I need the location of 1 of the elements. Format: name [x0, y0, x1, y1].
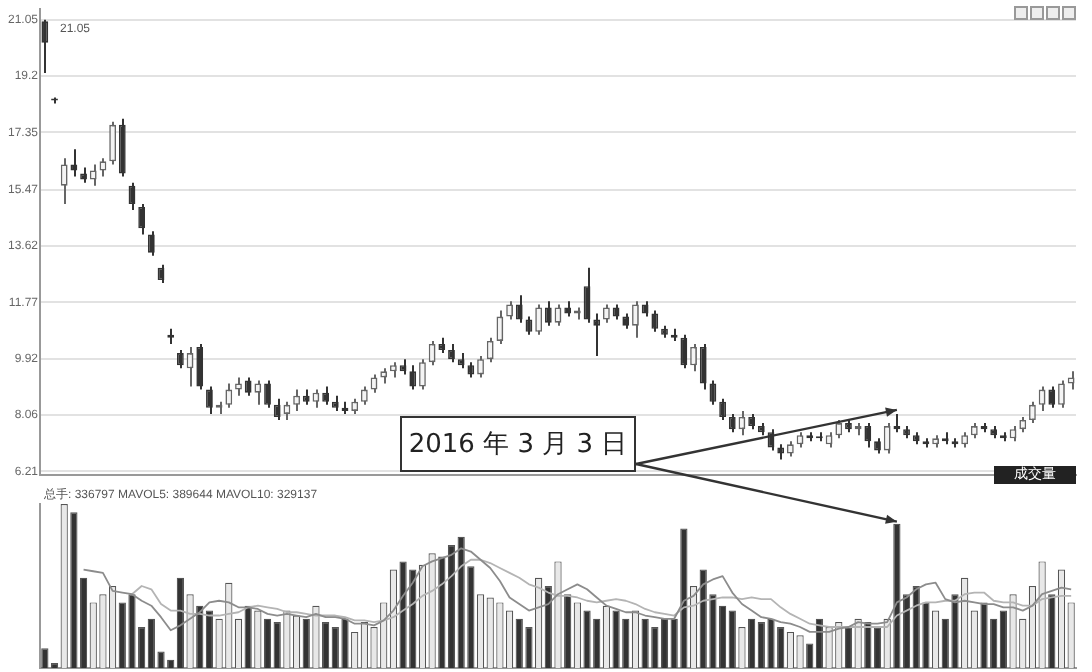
annotation: 2016 年 3 月 3 日	[400, 416, 636, 472]
